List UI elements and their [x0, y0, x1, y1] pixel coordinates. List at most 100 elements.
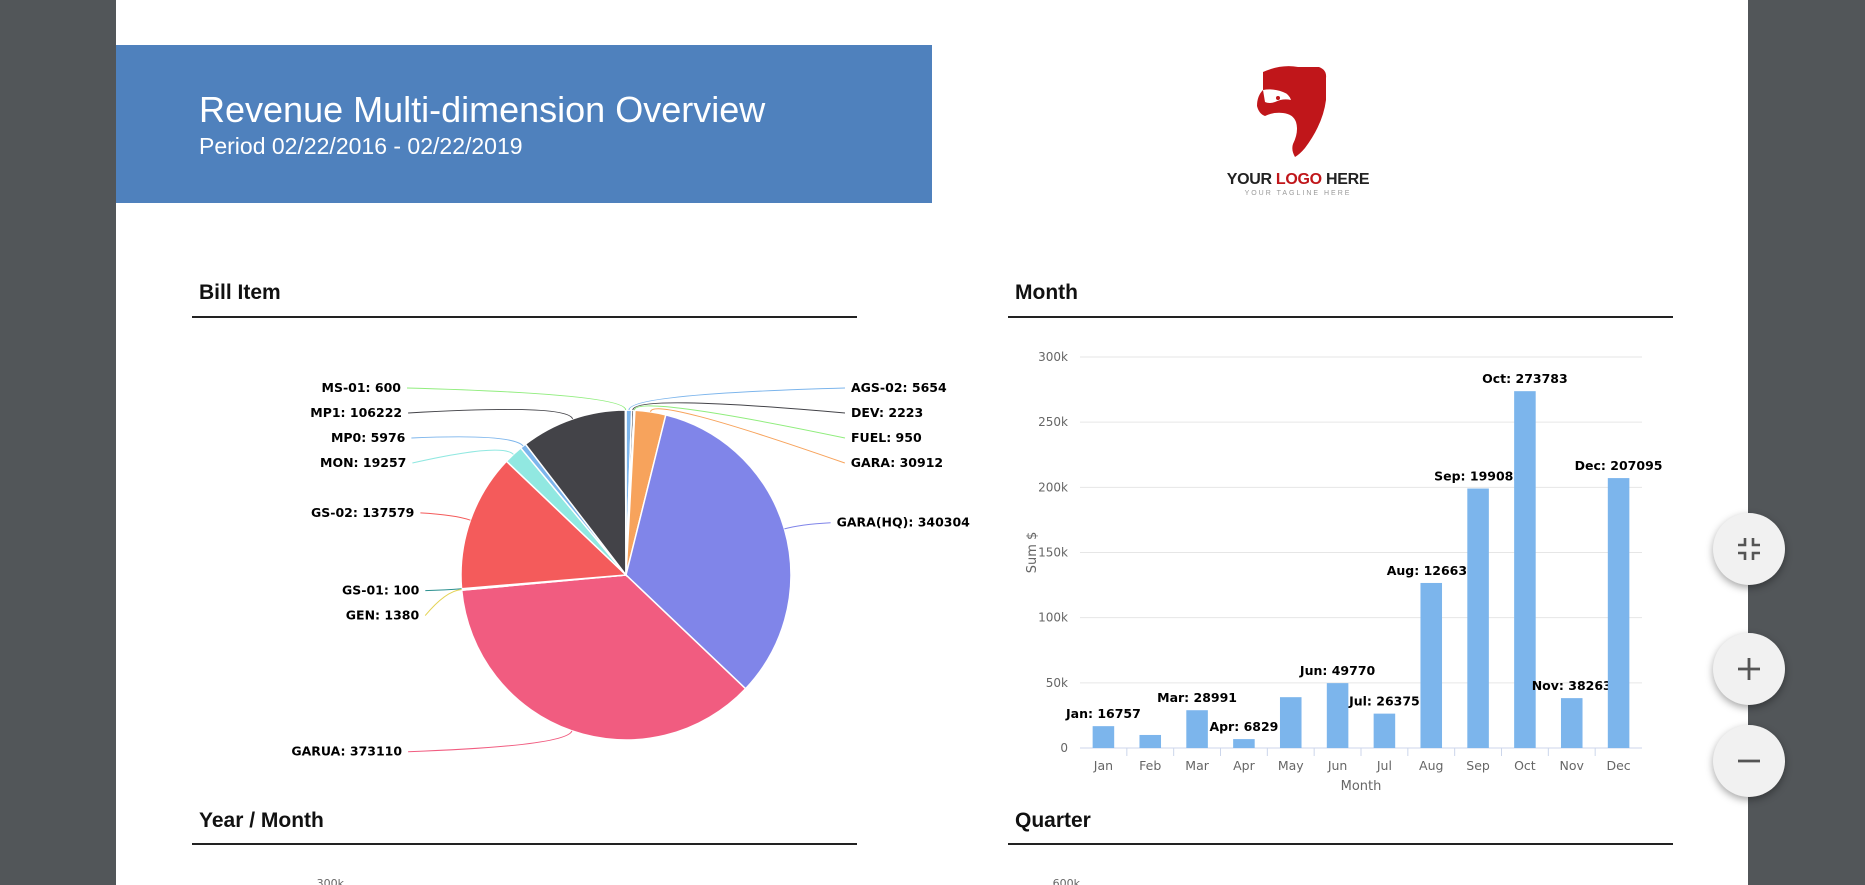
bar-data-label: Sep: 199082 — [1434, 469, 1522, 484]
pie-data-label: MP1: 106222 — [310, 405, 402, 420]
section-title-month: Month — [1015, 281, 1078, 304]
collapse-icon — [1738, 538, 1760, 560]
section-divider — [1008, 316, 1673, 318]
bar[interactable] — [1326, 683, 1349, 748]
x-tick-label: Feb — [1139, 758, 1161, 773]
pie-slice[interactable] — [524, 409, 627, 578]
section-title-quarter: Quarter — [1015, 809, 1091, 832]
pie-connector — [628, 387, 846, 411]
zoom-in-button[interactable] — [1713, 633, 1785, 705]
report-period: Period 02/22/2016 - 02/22/2019 — [199, 133, 523, 159]
pie-connector — [633, 405, 846, 439]
bar[interactable] — [1092, 726, 1115, 748]
pie-slice[interactable] — [460, 574, 747, 741]
pie-data-label: MON: 19257 — [320, 455, 406, 470]
y-tick-label: 100k — [1038, 611, 1068, 625]
y-axis-title: Sum $ — [1025, 532, 1040, 574]
minus-icon — [1738, 759, 1760, 763]
report-title: Revenue Multi-dimension Overview — [199, 89, 766, 130]
pie-data-label: GEN: 1380 — [346, 608, 420, 623]
y-tick-label: 200k — [1038, 480, 1068, 494]
bar-data-label: Oct: 273783 — [1482, 371, 1568, 386]
pie-connector — [784, 522, 831, 530]
pie-data-label: GARA: 30912 — [851, 455, 943, 470]
pie-connector — [632, 402, 846, 414]
bar[interactable] — [1373, 713, 1396, 748]
bar-data-label: Jan: 16757 — [1065, 706, 1141, 721]
quarter-chart-partial: 600k — [1053, 877, 1081, 885]
y-tick-label: 600k — [1053, 877, 1081, 885]
year-month-chart-partial: 300k — [317, 877, 345, 885]
bar-data-label: Mar: 28991 — [1157, 690, 1237, 705]
section-divider — [192, 843, 857, 845]
section-divider — [1008, 843, 1673, 845]
pie-slice[interactable] — [624, 409, 627, 576]
x-tick-label: Aug — [1419, 758, 1443, 773]
bar-data-label: Dec: 207095 — [1575, 458, 1663, 473]
pie-data-label: AGS-02: 5654 — [851, 380, 947, 395]
collapse-button[interactable] — [1713, 513, 1785, 585]
bar[interactable] — [1560, 698, 1583, 748]
x-tick-label: Dec — [1606, 758, 1630, 773]
report-page: Revenue Multi-dimension Overview Period … — [116, 0, 1748, 885]
x-tick-label: Nov — [1560, 758, 1585, 773]
logo-tagline: YOUR TAGLINE HERE — [1244, 190, 1352, 197]
bill-item-pie-chart: AGS-02: 5654 DEV: 2223 FUEL: 950 GARA: 3091… — [291, 380, 970, 759]
bar-data-label: Aug: 126630 — [1387, 563, 1476, 578]
y-tick-label: 300k — [317, 877, 345, 885]
bar[interactable] — [1186, 710, 1208, 748]
pie-data-label: FUEL: 950 — [851, 430, 922, 445]
pie-connector — [420, 512, 471, 521]
zoom-out-button[interactable] — [1713, 725, 1785, 797]
pie-connector — [412, 449, 514, 464]
bar-data-label: Apr: 6829 — [1209, 719, 1278, 734]
month-bar-chart: 0 50k 100k 150k 200k 250k 300k Jan Jan: 16757 Feb… — [1025, 350, 1663, 794]
pie-connector — [650, 408, 845, 464]
pie-connector — [406, 387, 627, 411]
pie-data-label: MS-01: 600 — [322, 380, 402, 395]
eagle-shield-logo — [1257, 66, 1327, 157]
bar-data-label: Jul: 26375 — [1348, 694, 1420, 709]
pie-slice[interactable] — [625, 413, 792, 690]
section-title-bill-item: Bill Item — [199, 281, 281, 304]
plus-icon — [1738, 658, 1760, 680]
bar[interactable] — [1467, 488, 1489, 748]
pie-connector — [425, 588, 462, 592]
report-header: Revenue Multi-dimension Overview Period … — [116, 45, 932, 203]
bar[interactable] — [1279, 697, 1302, 748]
y-tick-label: 150k — [1038, 546, 1068, 560]
x-tick-label: Jan — [1093, 758, 1113, 773]
x-tick-label: Mar — [1185, 758, 1209, 773]
pie-data-label: GARUA: 373110 — [291, 744, 402, 759]
bar[interactable] — [1233, 739, 1255, 748]
pie-connector — [408, 408, 574, 420]
logo-text: YOUR LOGO HERE — [1226, 171, 1370, 188]
y-tick-label: 0 — [1060, 741, 1068, 755]
x-tick-label: Jun — [1327, 758, 1348, 773]
section-title-year-month: Year / Month — [199, 809, 324, 832]
bar-data-label: Jun: 49770 — [1299, 663, 1376, 678]
y-tick-label: 250k — [1038, 415, 1068, 429]
x-tick-label: May — [1278, 758, 1304, 773]
pie-connector — [411, 436, 524, 447]
x-tick-label: Oct — [1514, 758, 1536, 773]
section-divider — [192, 316, 857, 318]
bar[interactable] — [1139, 734, 1162, 748]
pie-data-label: MP0: 5976 — [331, 430, 406, 445]
pie-data-label: DEV: 2223 — [851, 405, 923, 420]
pie-data-label: GS-02: 137579 — [311, 505, 414, 520]
pie-connector — [424, 589, 462, 616]
x-axis-title: Month — [1341, 779, 1382, 794]
bar[interactable] — [1607, 478, 1630, 748]
pie-data-label: GS-01: 100 — [342, 583, 420, 598]
y-tick-label: 300k — [1038, 350, 1068, 364]
x-tick-label: Jul — [1376, 758, 1392, 773]
bar-data-label: Nov: 38263 — [1532, 678, 1612, 693]
x-tick-label: Sep — [1466, 758, 1490, 773]
pie-data-label: GARA(HQ): 340304 — [837, 515, 971, 530]
y-tick-label: 50k — [1046, 676, 1068, 690]
pie-connector — [408, 730, 573, 753]
bar[interactable] — [1420, 582, 1443, 748]
bar[interactable] — [1514, 391, 1536, 748]
x-tick-label: Apr — [1233, 758, 1255, 773]
